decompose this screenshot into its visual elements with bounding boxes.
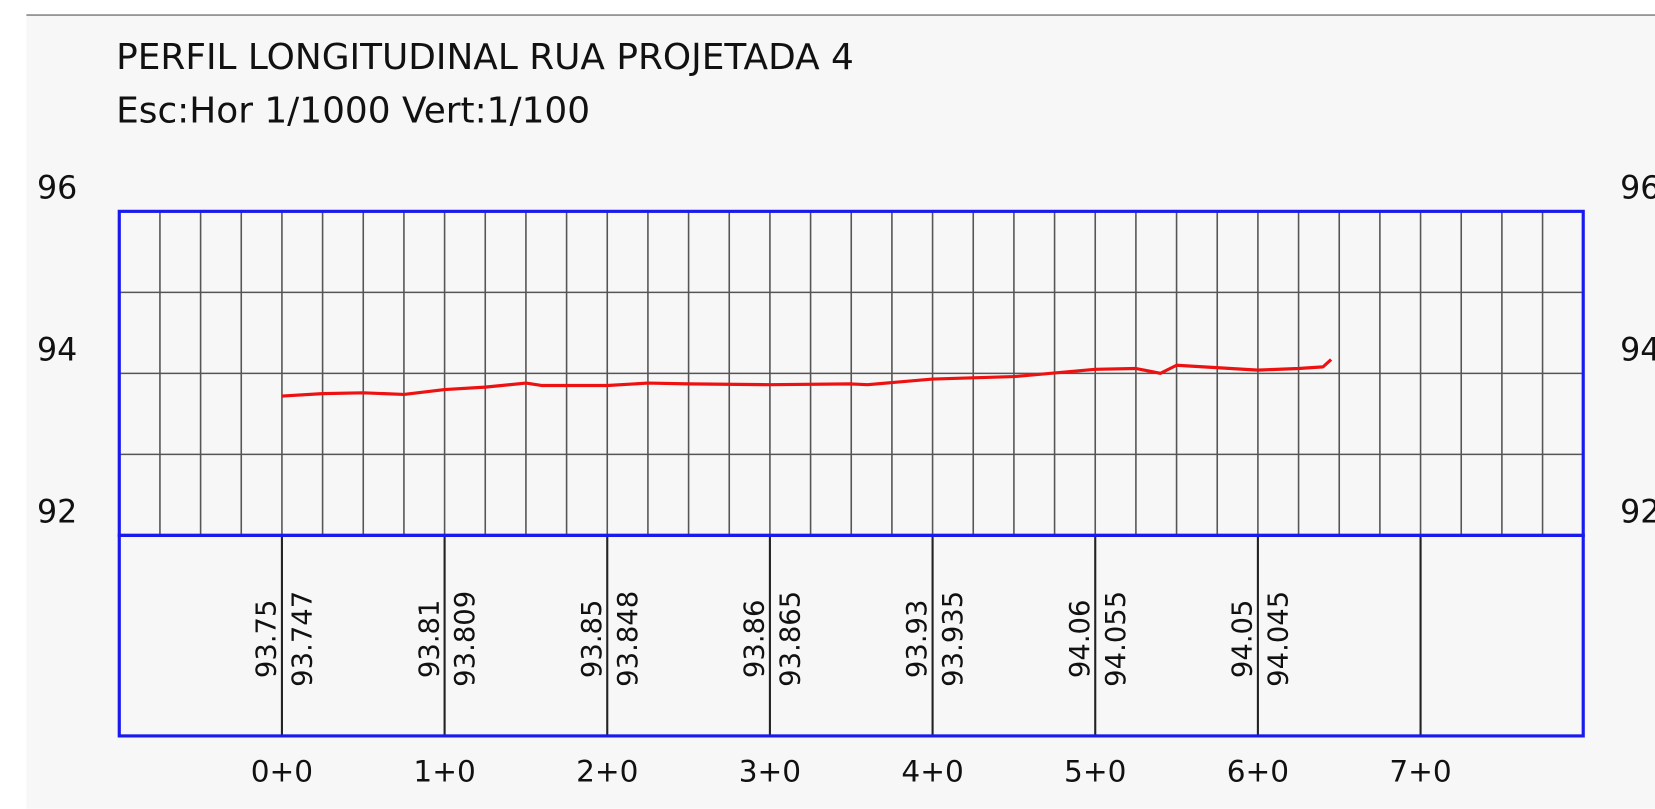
band-value-right: 93.935	[938, 591, 969, 687]
band-value-left: 93.93	[902, 600, 933, 679]
band-value-right: 94.045	[1263, 591, 1294, 687]
band-value-left: 93.81	[414, 600, 445, 679]
y-tick-label-right: 92	[1620, 495, 1655, 531]
profile-line	[281, 358, 1333, 398]
band-value-left: 94.05	[1228, 600, 1259, 679]
x-tick-label: 5+0	[1064, 754, 1126, 788]
x-tick-label: 4+0	[901, 754, 963, 788]
band-value-right: 93.747	[287, 591, 318, 687]
y-tick-label: 92	[37, 495, 77, 531]
band-value-right: 93.865	[775, 591, 806, 687]
band-value-right: 94.055	[1101, 591, 1132, 687]
band-value-right: 93.809	[450, 591, 481, 687]
band-value-left: 94.06	[1065, 600, 1096, 679]
chart-title: PERFIL LONGITUDINAL RUA PROJETADA 4	[116, 37, 854, 78]
x-tick-label: 0+0	[251, 754, 313, 788]
band-value-left: 93.86	[740, 600, 771, 679]
band-value-left: 93.75	[252, 600, 283, 679]
x-tick-label: 6+0	[1227, 754, 1289, 788]
x-tick-label: 1+0	[413, 754, 475, 788]
table-frame	[117, 533, 1585, 738]
y-tick-label-right: 96	[1620, 171, 1655, 207]
band-value-right: 93.848	[613, 591, 644, 687]
x-tick-label: 3+0	[739, 754, 801, 788]
y-tick-label-right: 94	[1620, 333, 1655, 369]
chart-subtitle: Esc:Hor 1/1000 Vert:1/100	[116, 91, 590, 132]
band-value-left: 93.85	[577, 600, 608, 679]
x-tick-label: 7+0	[1389, 754, 1451, 788]
y-tick-label: 94	[37, 333, 77, 369]
drawing-background	[26, 15, 1655, 809]
x-tick-label: 2+0	[576, 754, 638, 788]
y-tick-label: 96	[37, 171, 77, 207]
